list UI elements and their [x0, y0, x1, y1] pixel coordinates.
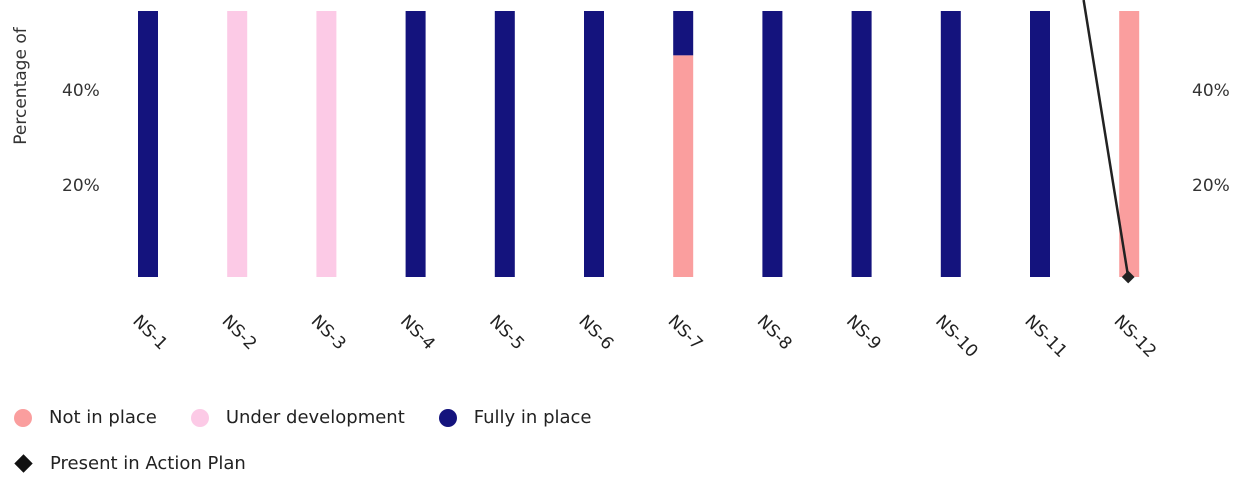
legend-item-under-development: Under development	[190, 407, 405, 428]
legend-row-2: Present in Action Plan	[14, 453, 280, 474]
category-label-ns-2: NS-2	[218, 311, 261, 354]
y-tick-right-40: 40%	[1192, 81, 1230, 101]
y-tick-left-20: 20%	[62, 176, 100, 196]
bar-ns-9-fully-in-place	[851, 11, 872, 277]
category-label-ns-10: NS-10	[931, 311, 981, 361]
legend-row-1: Not in place Under development Fully in …	[14, 407, 626, 428]
category-label-ns-12: NS-12	[1110, 311, 1160, 361]
legend-label-present-in-action-plan: Present in Action Plan	[50, 453, 246, 474]
bar-ns-1-fully-in-place	[138, 11, 158, 277]
bar-ns-3-under-development	[316, 11, 337, 277]
legend-label-fully-in-place: Fully in place	[473, 407, 592, 428]
legend-item-present-in-action-plan: Present in Action Plan	[14, 453, 246, 474]
legend-label-not-in-place: Not in place	[49, 407, 157, 428]
bar-ns-10-fully-in-place	[940, 11, 961, 277]
bar-ns-7-fully-in-place	[673, 11, 694, 56]
action-plan-line-path	[1082, 0, 1130, 278]
category-label-ns-5: NS-5	[485, 311, 528, 354]
category-label-ns-4: NS-4	[396, 311, 439, 354]
category-label-ns-8: NS-8	[753, 311, 796, 354]
not-in-place-swatch	[14, 408, 32, 427]
y-tick-left-40: 40%	[62, 81, 100, 101]
under-development-swatch	[190, 408, 209, 427]
bar-ns-11-fully-in-place	[1030, 11, 1050, 277]
bar-ns-8-fully-in-place	[762, 11, 783, 277]
category-label-ns-11: NS-11	[1020, 311, 1070, 361]
bar-ns-7-not-in-place	[673, 55, 694, 278]
legend-item-not-in-place: Not in place	[14, 407, 157, 428]
bar-ns-2-under-development	[227, 11, 248, 277]
diamond-icon	[14, 454, 33, 473]
category-label-ns-1: NS-1	[128, 311, 171, 354]
legend-item-fully-in-place: Fully in place	[438, 407, 592, 428]
category-label-ns-9: NS-9	[842, 311, 885, 354]
category-label-ns-7: NS-7	[664, 311, 707, 354]
y-tick-right-20: 20%	[1192, 176, 1230, 196]
bars-group	[138, 11, 1140, 278]
bar-ns-4-fully-in-place	[405, 11, 426, 277]
y-axis-title: Percentage of	[11, 26, 31, 144]
legend-label-under-development: Under development	[225, 407, 405, 428]
fully-in-place-swatch	[438, 408, 457, 427]
bar-ns-6-fully-in-place	[584, 11, 604, 277]
chart: Percentage of 40% 20% 40% 20% NS-1 NS-2 NS…	[11, 0, 1230, 362]
bar-ns-12-not-in-place	[1119, 11, 1140, 277]
category-label-ns-3: NS-3	[307, 311, 350, 354]
category-label-ns-6: NS-6	[574, 311, 617, 354]
category-labels: NS-1 NS-2 NS-3 NS-4 NS-5 NS-6 NS-7 NS-8 NS-9 NS-1…	[128, 311, 1160, 361]
bar-ns-5-fully-in-place	[494, 11, 515, 277]
